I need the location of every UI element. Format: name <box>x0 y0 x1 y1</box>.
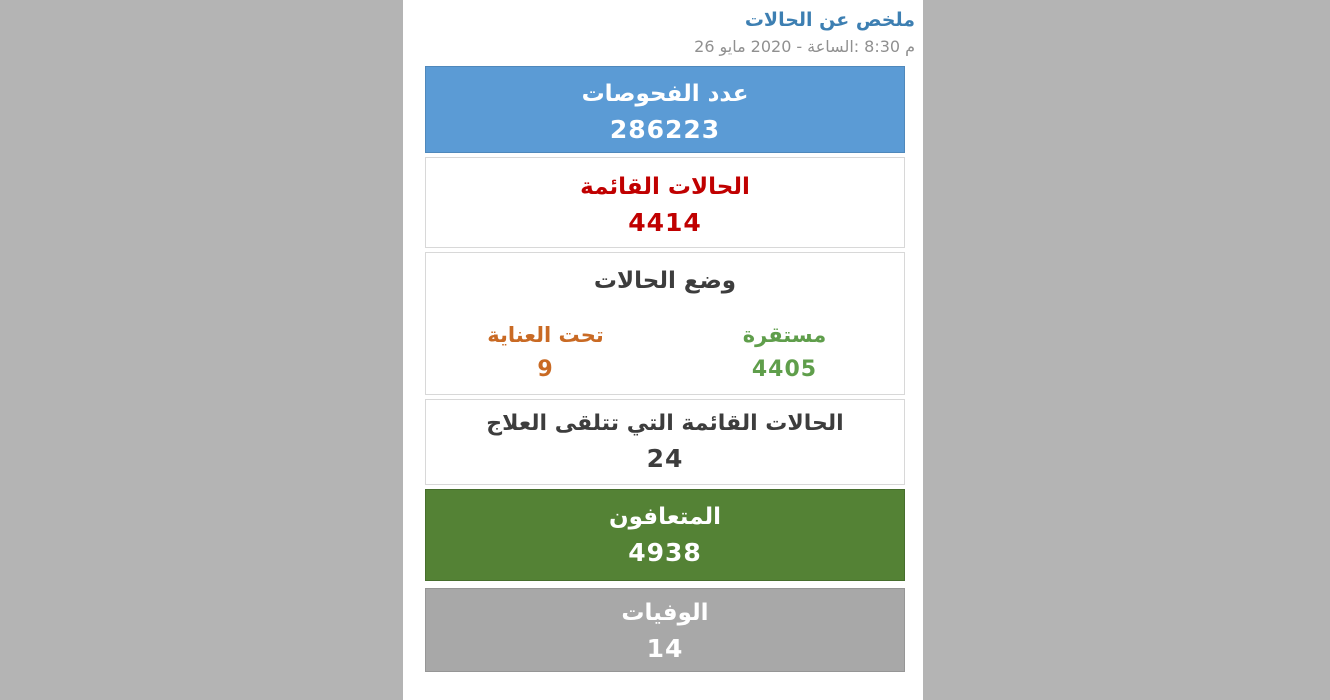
recovered-value: 4938 <box>628 538 702 568</box>
stable-cases-label: مستقرة <box>742 323 827 348</box>
date-separator: - <box>796 36 803 56</box>
deaths-card: الوفيات 14 <box>425 588 905 673</box>
recovered-card: المتعافون 4938 <box>425 489 905 582</box>
receiving-treatment-value: 24 <box>646 443 684 473</box>
active-cases-card: الحالات القائمة 4414 <box>425 157 905 249</box>
under-care-cases: تحت العناية 9 <box>426 322 665 384</box>
under-care-label: تحت العناية <box>487 323 604 348</box>
report-datetime: 26 مايو 2020 - الساعة: 8:30 م <box>403 37 915 58</box>
page-title: ملخص عن الحالات <box>744 9 915 31</box>
tests-label: عدد الفحوصات <box>581 81 749 108</box>
under-care-value: 9 <box>537 357 554 383</box>
active-cases-label: الحالات القائمة <box>580 174 750 201</box>
stable-cases-value: 4405 <box>751 357 818 383</box>
summary-panel: ملخص عن الحالات 26 مايو 2020 - الساعة: 8… <box>403 0 923 700</box>
active-cases-value: 4414 <box>628 208 702 238</box>
panel-header: ملخص عن الحالات 26 مايو 2020 - الساعة: 8… <box>403 0 923 57</box>
case-status-card: وضع الحالات مستقرة 4405 تحت العناية 9 <box>425 252 905 396</box>
case-status-columns: مستقرة 4405 تحت العناية 9 <box>426 322 904 384</box>
case-status-label: وضع الحالات <box>593 268 737 295</box>
date-year: 2020 <box>750 36 792 56</box>
receiving-treatment-label: الحالات القائمة التي تتلقى العلاج <box>486 411 844 437</box>
deaths-label: الوفيات <box>621 600 709 627</box>
stable-cases: مستقرة 4405 <box>665 322 904 384</box>
stat-cards: عدد الفحوصات 286223 الحالات القائمة 4414… <box>425 66 905 673</box>
tests-value: 286223 <box>609 115 721 145</box>
receiving-treatment-card: الحالات القائمة التي تتلقى العلاج 24 <box>425 399 905 486</box>
date-month: مايو <box>719 36 746 56</box>
time-value: 8:30 <box>864 36 901 56</box>
date-day: 26 <box>694 36 715 56</box>
tests-card: عدد الفحوصات 286223 <box>425 66 905 154</box>
deaths-value: 14 <box>646 634 684 664</box>
recovered-label: المتعافون <box>608 504 722 531</box>
time-meridiem: م <box>905 36 915 56</box>
time-label: الساعة: <box>807 36 860 56</box>
